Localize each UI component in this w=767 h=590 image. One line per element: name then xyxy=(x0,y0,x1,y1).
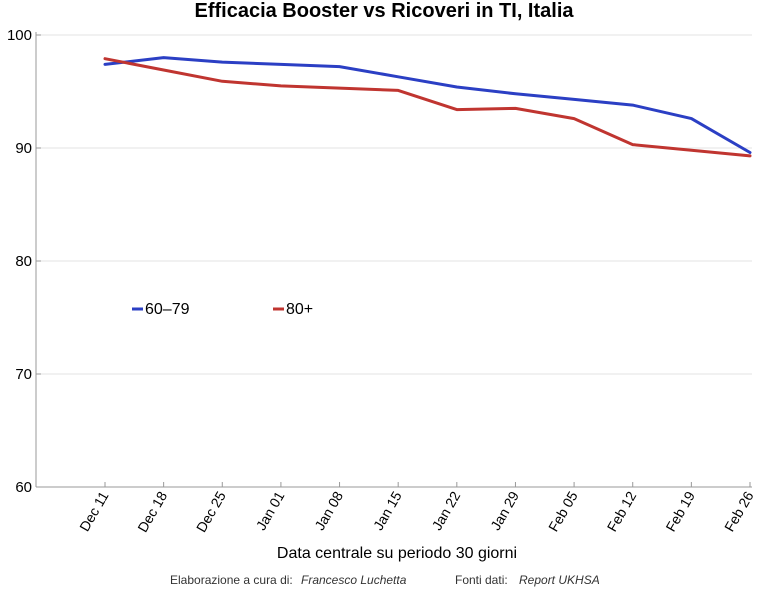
y-tick-label: 60 xyxy=(15,479,32,496)
y-tick-label: 90 xyxy=(15,140,32,157)
credits: Elaborazione a cura di: Francesco Luchet… xyxy=(170,573,600,587)
y-tick-label: 80 xyxy=(15,253,32,270)
series-line-1 xyxy=(103,57,752,158)
x-tick-label: Feb 05 xyxy=(545,488,581,534)
y-tick-label: 70 xyxy=(15,366,32,383)
x-tick-label: Feb 12 xyxy=(604,488,640,534)
credit-source: Report UKHSA xyxy=(519,573,600,587)
x-tick-label: Jan 01 xyxy=(253,488,288,533)
y-tick-label: 100 xyxy=(7,27,32,44)
chart-title: Efficacia Booster vs Ricoveri in TI, Ita… xyxy=(194,0,574,22)
credit-fonti-label: Fonti dati: xyxy=(455,573,508,587)
x-tick-label: Dec 18 xyxy=(134,488,170,535)
x-tick-label: Feb 26 xyxy=(721,488,757,534)
x-tick-label: Jan 22 xyxy=(429,488,464,533)
legend: 60–79 80+ xyxy=(132,301,313,318)
x-tick-label: Jan 29 xyxy=(487,488,522,533)
x-tick-label: Dec 25 xyxy=(193,488,229,535)
legend-label: 80+ xyxy=(286,301,313,318)
x-tick-label: Jan 15 xyxy=(370,488,405,533)
legend-label: 60–79 xyxy=(145,301,190,318)
x-tick-label: Dec 11 xyxy=(76,488,112,534)
series-line-0 xyxy=(103,56,752,154)
gridlines xyxy=(36,34,752,375)
series-lines xyxy=(103,56,752,158)
axes: 60 70 80 90 100 Dec 11 Dec 18 Dec 25 Jan 01 Jan 0… xyxy=(7,27,757,535)
x-tick-label: Feb 19 xyxy=(662,488,698,534)
x-axis-label: Data centrale su periodo 30 giorni xyxy=(277,545,517,562)
credit-author: Francesco Luchetta xyxy=(301,573,407,587)
x-tick-label: Jan 08 xyxy=(311,488,346,533)
credit-elaborazione-label: Elaborazione a cura di: xyxy=(170,573,293,587)
